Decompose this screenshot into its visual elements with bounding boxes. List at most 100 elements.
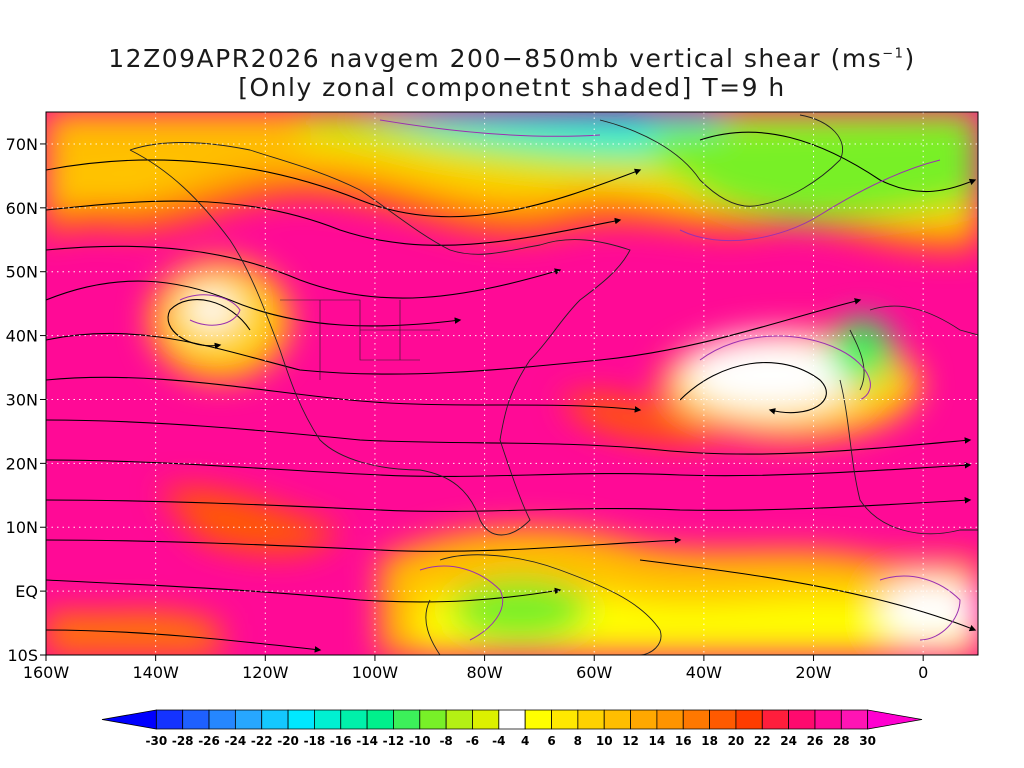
colorbar-swatch [682, 709, 710, 730]
lat-tick-label: 70N [6, 135, 38, 154]
shading-layer [46, 112, 978, 655]
colorbar-swatch [867, 709, 923, 730]
colorbar-swatch [155, 709, 184, 730]
colorbar-label: 30 [859, 734, 876, 748]
streamline [46, 298, 862, 375]
colorbar-swatch [577, 709, 605, 730]
streamline [46, 459, 972, 477]
lat-tick-label: 60N [6, 199, 38, 218]
streamline [46, 579, 562, 603]
africa-coast [839, 379, 978, 535]
lon-tick-label: 80W [466, 663, 502, 682]
streamline [46, 629, 322, 653]
colorbar-label: -26 [198, 734, 220, 748]
colorbar-swatch [709, 709, 737, 730]
greenland-coast [599, 114, 844, 207]
colorbar-swatch [761, 709, 790, 730]
longitude-axis: 160W 140W 120W 100W 80W 60W 40W 20W 0 [23, 655, 928, 682]
colorbar-label: -6 [466, 734, 479, 748]
lon-tick-label: 140W [132, 663, 179, 682]
lon-tick-label: 20W [795, 663, 831, 682]
colorbar-label: -24 [225, 734, 247, 748]
lon-tick-label: 0 [918, 663, 928, 682]
lat-tick-label: 10S [7, 646, 38, 665]
colorbar-swatch [234, 709, 263, 730]
colorbar-swatch [630, 709, 658, 730]
streamline [46, 200, 622, 246]
colorbar-swatch [208, 709, 236, 730]
streamline [46, 280, 462, 327]
colorbar-label: 20 [728, 734, 745, 748]
title-suffix: ) [904, 44, 916, 73]
grid-lines [46, 112, 978, 655]
iberia-coast [849, 329, 865, 391]
lon-tick-label: 160W [23, 663, 70, 682]
colorbar-label: 6 [547, 734, 555, 748]
lon-tick-label: 60W [576, 663, 612, 682]
lon-tick-label: 40W [686, 663, 722, 682]
colorbar-label: -8 [439, 734, 452, 748]
colorbar-label: 4 [521, 734, 529, 748]
title-superscript: −1 [882, 46, 905, 62]
north-america-coast [129, 142, 631, 536]
colorbar-swatch [366, 709, 394, 730]
colorbar-swatch [472, 709, 500, 730]
colorbar-label: -16 [330, 734, 352, 748]
lon-tick-label: 120W [242, 663, 289, 682]
title-prefix: 12Z09APR2026 navgem 200−850mb vertical s… [108, 44, 883, 73]
state-boundaries [280, 299, 440, 380]
colorbar-swatch [524, 709, 552, 730]
streamline [699, 131, 977, 193]
colorbar-label: 28 [833, 734, 850, 748]
colorbar-label: 8 [574, 734, 582, 748]
lat-tick-label: 20N [6, 454, 38, 473]
colorbar-swatch [603, 709, 631, 730]
colorbar-label: -30 [146, 734, 168, 748]
chart-title-line1: 12Z09APR2026 navgem 200−850mb vertical s… [0, 44, 1024, 73]
colorbar-swatch [840, 709, 869, 730]
colorbar-swatch [261, 709, 289, 730]
lat-tick-label: 50N [6, 263, 38, 282]
streamline [46, 376, 642, 413]
colorbar-swatch [419, 709, 447, 730]
lat-tick-label: 30N [6, 390, 38, 409]
colorbar-label: 10 [596, 734, 613, 748]
coastlines-layer [129, 114, 978, 655]
streamline [46, 496, 972, 512]
colorbar-label: -12 [383, 734, 405, 748]
colorbar-swatch [498, 709, 526, 730]
lat-tick-label: EQ [15, 582, 38, 601]
colorbar-swatch [814, 709, 842, 730]
purple-contours [179, 119, 961, 641]
colorbar-swatch [101, 709, 157, 730]
colorbar-label: 14 [649, 734, 666, 748]
colorbar-swatch [551, 709, 579, 730]
colorbar-label: -10 [409, 734, 431, 748]
lon-tick-label: 100W [352, 663, 399, 682]
colorbar-swatch [445, 709, 473, 730]
colorbar-label: 12 [622, 734, 639, 748]
colorbar-label: -22 [251, 734, 273, 748]
zero-contour [699, 335, 871, 401]
lat-tick-label: 10N [6, 518, 38, 537]
zero-contour [679, 159, 941, 242]
zero-contour [419, 565, 504, 641]
streamline [46, 159, 642, 218]
colorbar-label: 24 [780, 734, 797, 748]
lat-tick-label: 40N [6, 327, 38, 346]
colorbar-label: -14 [356, 734, 378, 748]
streamline [46, 536, 682, 552]
colorbar-swatch [735, 709, 763, 730]
colorbar-swatch [656, 709, 684, 730]
colorbar: -30 -28 -26 -24 -22 -20 -18 -16 -14 -12 -10 -8 -6 -4 4… [101, 709, 923, 748]
colorbar-label: 22 [754, 734, 771, 748]
colorbar-label: -20 [277, 734, 299, 748]
colorbar-label: 26 [807, 734, 824, 748]
zero-contour [379, 119, 601, 137]
streamlines-layer [46, 131, 977, 653]
colorbar-swatch [340, 709, 368, 730]
colorbar-swatch [314, 709, 342, 730]
europe-coast [869, 305, 978, 336]
streamline [46, 419, 972, 455]
